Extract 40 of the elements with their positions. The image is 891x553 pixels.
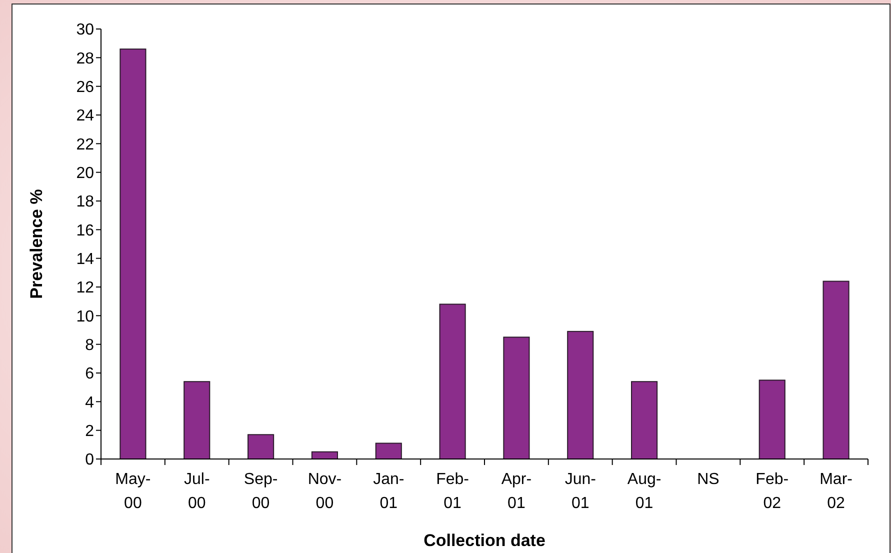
y-tick-label: 14 [76, 250, 94, 268]
y-tick-label: 22 [76, 136, 94, 154]
x-tick-label: Nov-00 [308, 471, 342, 512]
y-tick-label: 10 [76, 308, 94, 326]
x-tick-label: Feb-02 [756, 471, 789, 512]
bar [503, 336, 530, 460]
x-tick-label: Jul-00 [184, 471, 210, 512]
bar [567, 330, 594, 460]
y-tick-label: 12 [76, 280, 94, 297]
bar [248, 434, 274, 460]
x-tick-label: May-00 [115, 471, 151, 512]
x-tick-label: Sep-00 [244, 471, 278, 512]
y-tick-label: 26 [76, 78, 94, 96]
x-tick-label: NS [697, 471, 720, 488]
bar [439, 304, 466, 460]
x-axis-title: Collection date [424, 531, 546, 550]
y-tick-label: 16 [76, 222, 94, 240]
bar [758, 380, 786, 460]
bar [375, 442, 402, 460]
y-tick-label: 0 [85, 452, 94, 469]
y-axis-title: Prevalence % [27, 189, 46, 299]
x-tick-label: Feb-01 [436, 471, 469, 512]
y-tick-label: 18 [76, 194, 94, 211]
x-tick-label: Apr-01 [501, 471, 532, 512]
bar [120, 48, 146, 460]
y-tick-label: 30 [76, 22, 94, 39]
x-tick-label: Jun-01 [564, 471, 596, 512]
x-tick-label: Mar-02 [820, 471, 852, 512]
bar [822, 280, 850, 460]
y-tick-label: 8 [85, 336, 94, 354]
x-tick-label: Jan-01 [373, 471, 404, 512]
y-tick-label: 20 [76, 164, 94, 182]
y-tick-label: 2 [85, 422, 94, 440]
x-tick-label: Aug-01 [627, 471, 662, 512]
y-tick-label: 4 [85, 394, 94, 412]
y-tick-label: 28 [76, 50, 94, 68]
y-tick-label: 6 [85, 366, 94, 383]
bar [631, 381, 658, 460]
bar [184, 381, 210, 460]
y-tick-label: 24 [76, 108, 94, 125]
